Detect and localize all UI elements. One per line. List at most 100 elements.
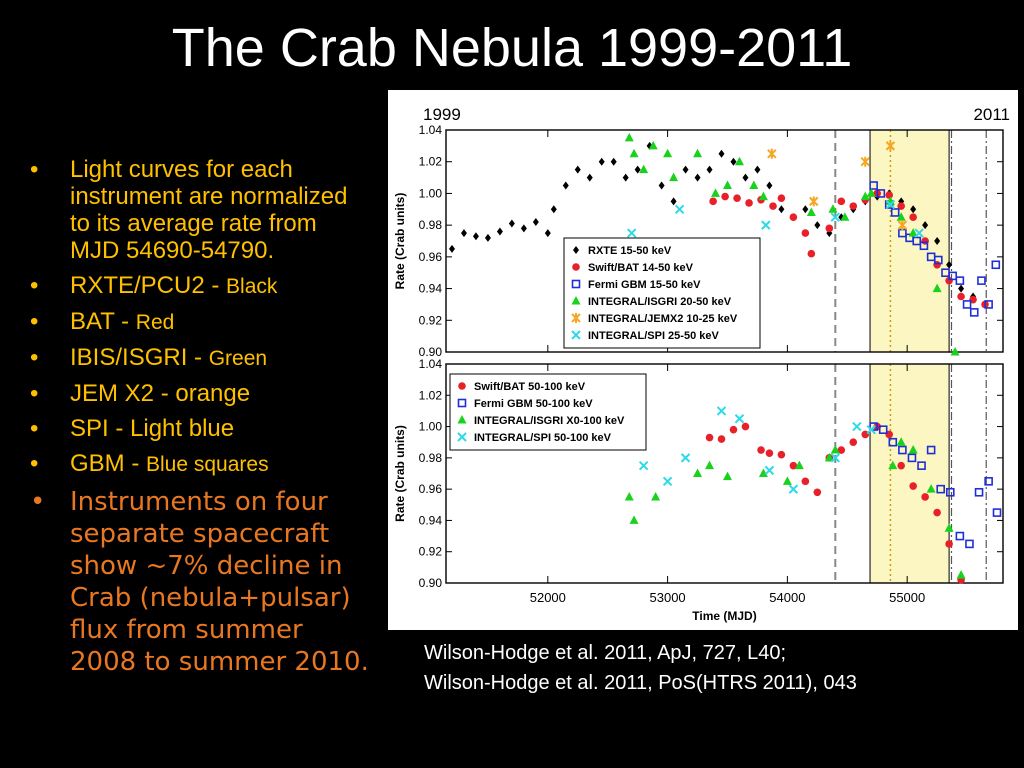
data-point (914, 228, 924, 238)
data-point (813, 488, 822, 497)
y-tick-label: 0.94 (419, 282, 443, 296)
data-point (670, 197, 677, 206)
data-point (777, 194, 786, 202)
data-point (917, 461, 926, 470)
data-point (674, 204, 685, 214)
legend-box (449, 373, 647, 451)
data-point (629, 515, 639, 524)
data-point (764, 465, 775, 476)
data-point (957, 292, 965, 301)
data-point (460, 229, 467, 238)
data-point (948, 271, 957, 281)
legend-label: INTEGRAL/SPI 25-50 keV (588, 330, 719, 342)
data-point (571, 330, 581, 340)
legend-label: RXTE 15-50 keV (588, 245, 672, 257)
data-point (828, 204, 838, 213)
light-curve-chart: 1999 2011 0.90 0.92 0.94 0.96 0.98 1.00 1.02 1.04… (393, 105, 1010, 623)
data-point (634, 165, 641, 174)
data-point (520, 224, 527, 233)
data-point (758, 468, 768, 477)
y-tick-label: 1.02 (419, 388, 443, 402)
x-tick-label: 55000 (889, 590, 925, 605)
data-point (809, 196, 819, 207)
data-point (694, 173, 701, 182)
data-point (721, 192, 729, 201)
data-point (758, 191, 768, 201)
data-point (718, 149, 725, 158)
data-point (878, 425, 888, 435)
data-point (849, 202, 858, 210)
bullet-text: IBIS/ISGRI - (70, 344, 209, 371)
data-point (544, 229, 551, 238)
bullet-suffix: Black (226, 275, 278, 298)
data-point (574, 165, 581, 174)
legend-label: INTEGRAL/JEMX2 10-25 keV (588, 313, 738, 325)
bullet-dot-icon: • (30, 156, 39, 183)
data-point (669, 172, 679, 182)
data-point (802, 205, 809, 214)
y-tick-label: 1.00 (419, 186, 443, 200)
data-point (919, 241, 929, 251)
data-point (716, 406, 727, 416)
references: Wilson-Hodge et al. 2011, ApJ, 727, L40;… (424, 638, 857, 698)
data-point (722, 180, 732, 189)
data-point (741, 422, 750, 431)
y-tick-label: 1.02 (419, 155, 443, 169)
data-point (890, 208, 900, 217)
legend-label: INTEGRAL/SPI 50-100 keV (474, 432, 612, 444)
bullet-text: GBM - (70, 450, 146, 477)
data-point (777, 450, 786, 459)
bullet-text: Light curves for each instrument are nor… (70, 156, 348, 264)
panel-2: 0.90 0.92 0.94 0.96 0.98 1.00 1.02 1.04 Rate (Cr… (393, 357, 1004, 590)
y-tick-label: 0.96 (419, 250, 443, 264)
data-point (571, 279, 581, 289)
data-point (801, 229, 810, 237)
data-point (754, 165, 761, 174)
data-point (860, 191, 870, 201)
panel-1: 0.90 0.92 0.94 0.96 0.98 1.00 1.02 1.04 Rate (Cr… (393, 123, 1004, 359)
data-point (888, 437, 898, 447)
data-point (734, 414, 745, 424)
data-point (610, 157, 617, 166)
data-point (532, 217, 539, 226)
data-point (472, 232, 479, 241)
data-point (944, 523, 954, 532)
data-point (807, 249, 816, 258)
data-point (909, 482, 917, 490)
data-point (926, 445, 936, 455)
data-point (789, 213, 798, 222)
data-point (888, 460, 898, 470)
series-integral-jemx2-10-25-kev (767, 140, 908, 231)
legend-box (563, 237, 761, 349)
series-integral-isgri-x0-100-kev (624, 437, 966, 579)
data-point (624, 491, 634, 501)
data-point (984, 300, 993, 309)
data-point (824, 452, 834, 462)
data-point (897, 461, 905, 470)
data-point (693, 148, 703, 158)
data-point (991, 260, 1001, 270)
data-point (852, 421, 862, 432)
data-point (912, 236, 922, 246)
data-point (706, 165, 713, 174)
bullet-suffix: Green (208, 347, 268, 370)
x-tick-label: 54000 (769, 590, 805, 605)
data-point (550, 205, 557, 214)
slide-title: The Crab Nebula 1999-2011 (171, 18, 853, 78)
data-point (624, 132, 634, 142)
data-point (663, 148, 673, 158)
data-point (897, 202, 905, 210)
data-point (885, 191, 894, 199)
data-point (457, 415, 467, 424)
highlight-band (869, 363, 950, 584)
data-point (936, 484, 946, 494)
data-point (909, 213, 917, 222)
data-point (648, 140, 658, 150)
data-point (722, 471, 732, 481)
data-point (457, 398, 467, 408)
bullet-gbm: • GBM - Blue squares (30, 450, 370, 478)
data-point (742, 173, 749, 182)
data-point (757, 446, 765, 454)
data-point (840, 212, 850, 221)
bullet-normalization: • Light curves for each instrument are no… (30, 156, 370, 264)
